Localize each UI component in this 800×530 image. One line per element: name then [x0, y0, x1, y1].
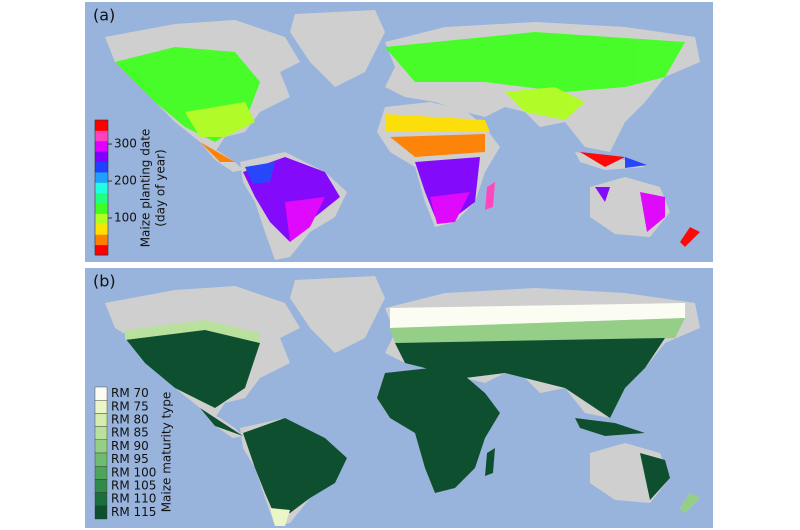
legend-swatch: [94, 439, 108, 454]
legend-swatch: [94, 426, 108, 441]
panel-a: (a) 100 200 300 Maize planting date (day o…: [85, 2, 713, 262]
colorbar: 100 200 300: [94, 119, 137, 256]
colorbar-segment: [95, 120, 108, 131]
legend-swatch: [94, 466, 108, 480]
colorbar-segment: [95, 203, 108, 214]
maturity-overlay: [125, 303, 700, 526]
legend-label: RM 115: [111, 505, 156, 519]
colorbar-frame: [94, 119, 109, 256]
colorbar-segment: [95, 192, 108, 204]
legend-label: RM 100: [111, 465, 156, 479]
colorbar-tick-label: 300: [114, 137, 137, 151]
colorbar-segment: [95, 140, 108, 152]
legend-swatch: [94, 505, 108, 520]
legend-label: RM 75: [111, 399, 149, 413]
legend-swatch: [94, 413, 108, 427]
colorbar-title: (day of year): [154, 149, 168, 226]
panel-label: (a): [93, 6, 115, 25]
colorbar-tick-label: 200: [114, 174, 137, 188]
legend-swatch: [94, 452, 108, 467]
colorbar-segment: [95, 213, 108, 225]
colorbar-segment: [95, 130, 108, 142]
panel-label: (b): [93, 272, 116, 291]
colorbar-segment: [95, 223, 108, 235]
colorbar-title: Maize planting date: [139, 129, 153, 248]
legend-swatch: [94, 492, 108, 507]
planting-date-overlay: [115, 32, 700, 247]
colorbar-tick-label: 100: [114, 211, 137, 225]
legend-label: RM 90: [111, 439, 149, 453]
legend-label: RM 80: [111, 413, 149, 427]
legend-label: RM 70: [111, 386, 149, 400]
colorbar-segment: [95, 161, 108, 173]
colorbar-segment: [95, 234, 108, 246]
legend-label: RM 95: [111, 452, 149, 466]
colorbar-segment: [95, 171, 108, 183]
colorbar-segment: [95, 244, 108, 256]
legend-swatch: [94, 479, 108, 493]
legend-title: Maize maturity type: [160, 392, 174, 513]
colorbar-segment: [95, 151, 108, 163]
colorbar-segment: [95, 182, 108, 194]
legend-swatch: [94, 400, 108, 414]
legend-label: RM 105: [111, 479, 156, 493]
legend-label: RM 85: [111, 426, 149, 440]
legend-swatch: [94, 386, 108, 401]
legend-label: RM 110: [111, 492, 156, 506]
